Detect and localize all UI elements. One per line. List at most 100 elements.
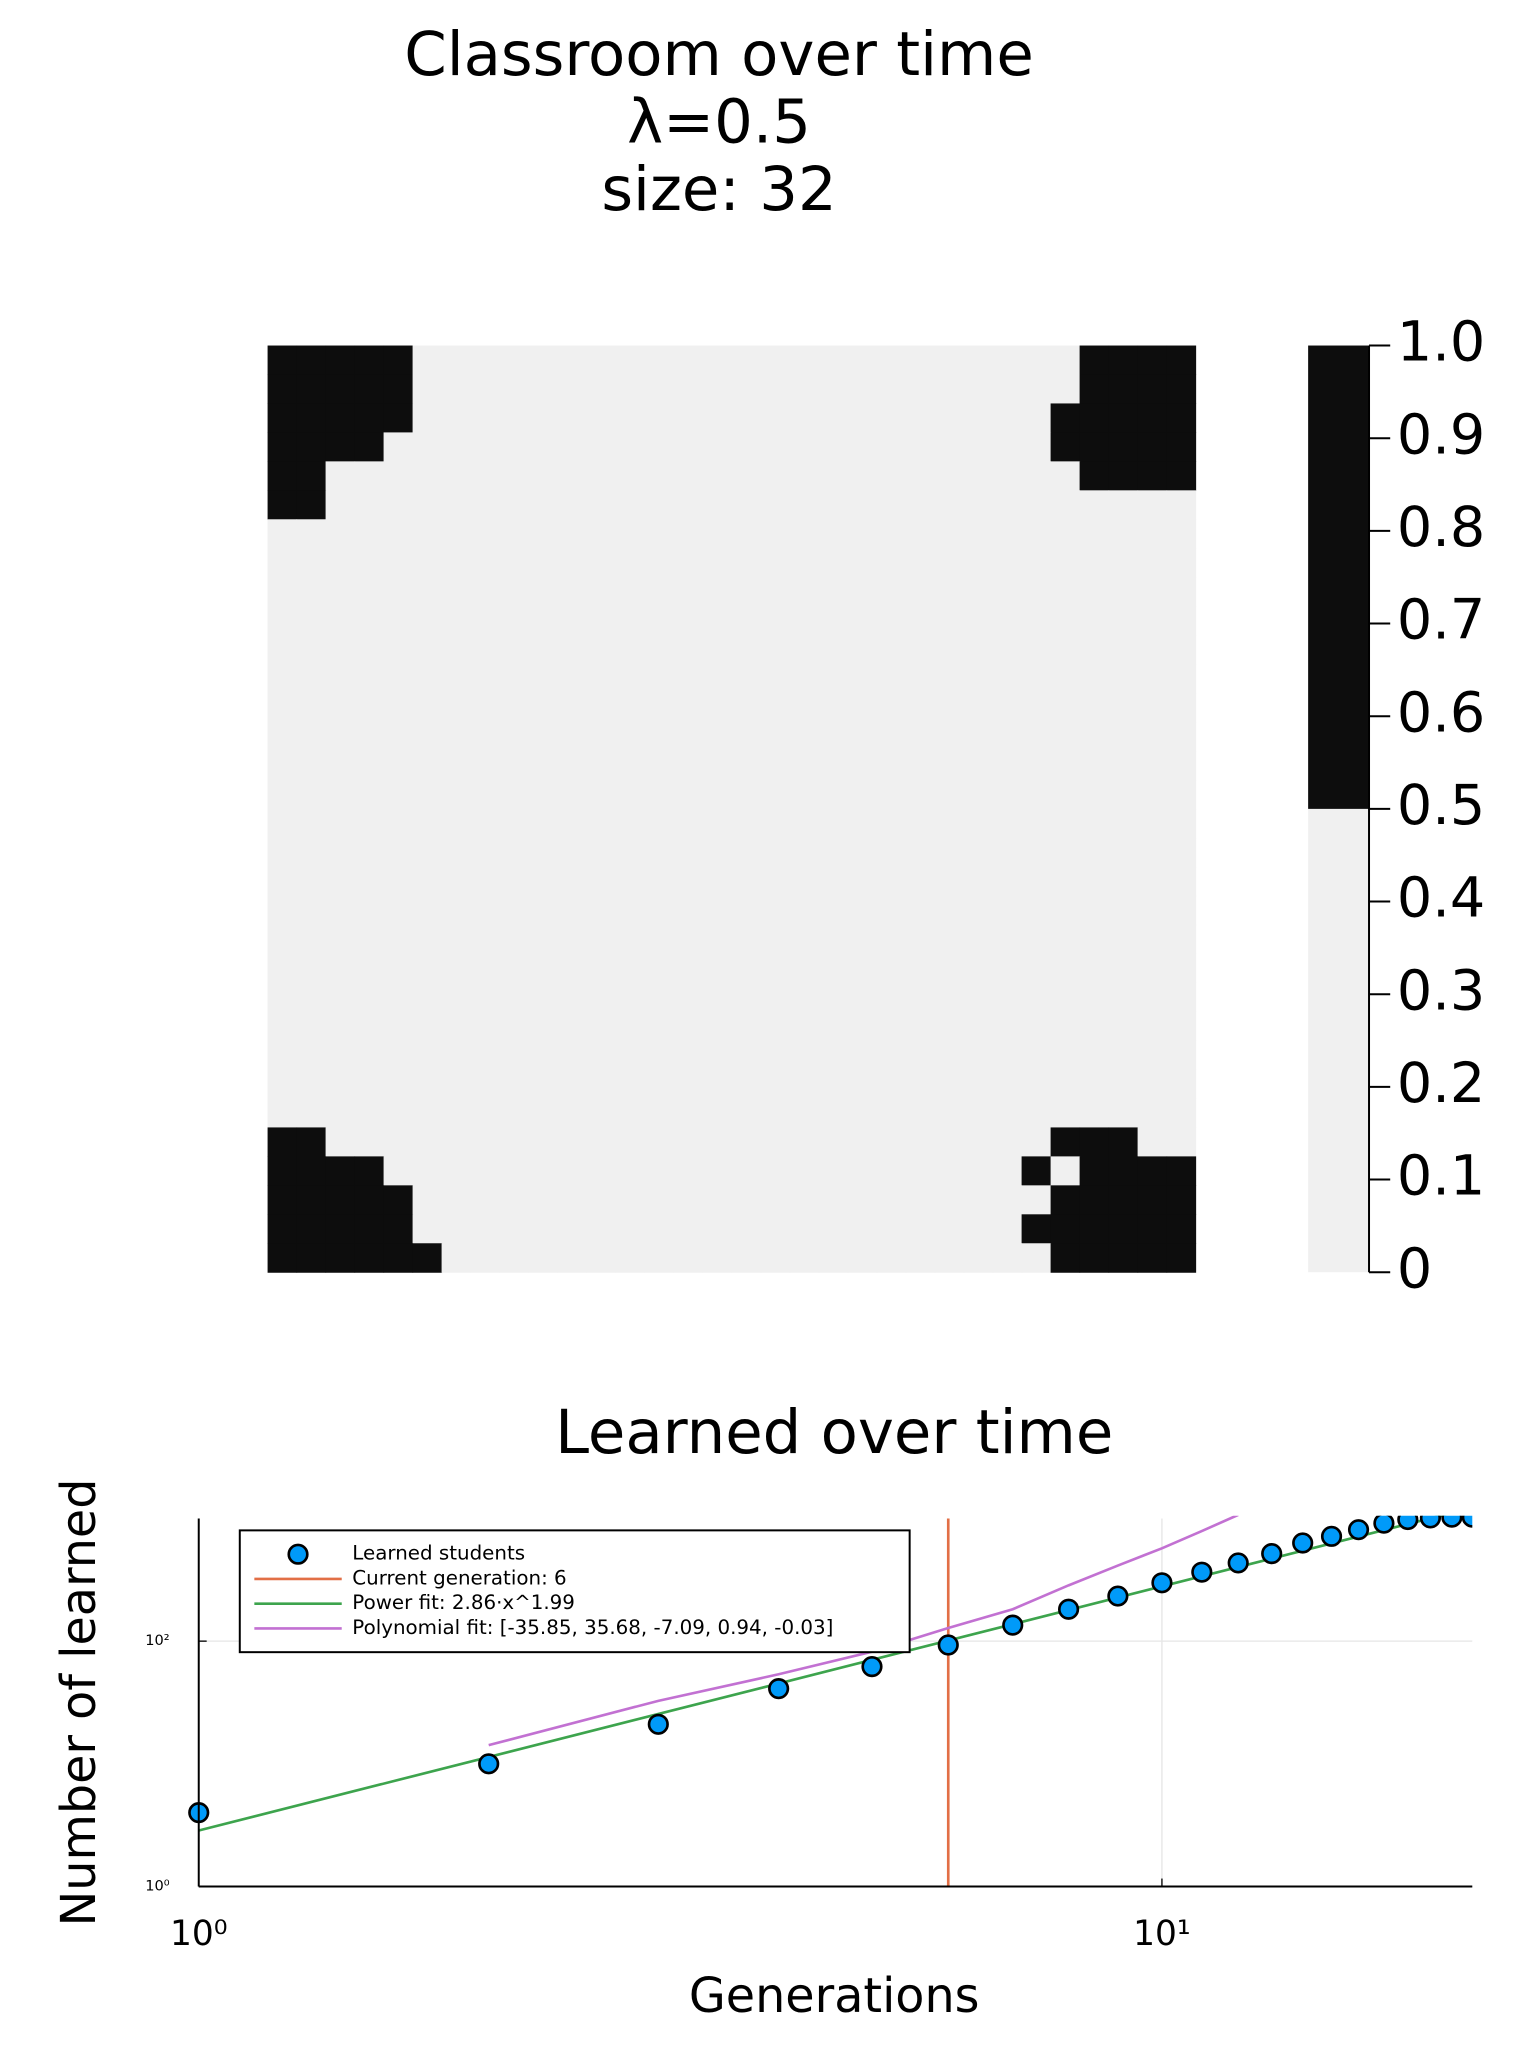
heatmap-cell <box>731 664 762 694</box>
heatmap-cell <box>905 1098 936 1128</box>
heatmap-cell <box>760 1011 791 1042</box>
heatmap-cell <box>731 1127 762 1157</box>
heatmap-cell <box>963 1156 994 1186</box>
heatmap-cell <box>267 779 298 810</box>
heatmap-cell <box>1166 606 1197 636</box>
heatmap-cell <box>586 635 617 665</box>
heatmap-cell <box>586 924 617 955</box>
heatmap-cell <box>1137 982 1168 1013</box>
legend-label: Power fit: 2.86·x^1.99 <box>352 1591 575 1614</box>
heatmap-cell <box>412 374 443 404</box>
heatmap-cell <box>586 374 617 404</box>
heatmap-cell <box>325 1069 356 1099</box>
heatmap-cell <box>528 750 559 781</box>
heatmap-cell <box>354 1040 385 1071</box>
heatmap-cell <box>441 403 472 433</box>
heatmap-cell <box>441 721 472 752</box>
heatmap-cell <box>1021 490 1052 520</box>
heatmap-cell <box>644 461 675 491</box>
heatmap-cell <box>847 374 878 404</box>
heatmap-cell <box>528 924 559 955</box>
heatmap-cell <box>644 924 675 955</box>
heatmap-cell <box>557 606 588 636</box>
heatmap-cell <box>557 808 588 839</box>
heatmap-cell <box>905 432 936 462</box>
heatmap-cell <box>992 1214 1023 1244</box>
heatmap-cell <box>470 461 501 491</box>
heatmap-cell <box>296 1185 327 1215</box>
heatmap-cell <box>354 1127 385 1157</box>
heatmap-cell <box>1108 461 1139 491</box>
heatmap-cell <box>644 982 675 1013</box>
heatmap-cell <box>702 895 733 926</box>
heatmap-cell <box>818 808 849 839</box>
heatmap-cell <box>557 461 588 491</box>
heatmap-cell <box>412 635 443 665</box>
heatmap-cell <box>441 1040 472 1071</box>
heatmap-cell <box>644 837 675 868</box>
heatmap-cell <box>441 432 472 462</box>
heatmap-cell <box>1079 837 1110 868</box>
heatmap-cell <box>557 924 588 955</box>
heatmap-cell <box>789 548 820 578</box>
chart-title: size: 32 <box>601 154 836 225</box>
heatmap-cell <box>673 953 704 984</box>
heatmap-cell <box>818 982 849 1013</box>
heatmap-cell <box>325 432 356 462</box>
heatmap-cell <box>1079 808 1110 839</box>
heatmap-cell <box>963 924 994 955</box>
heatmap-cell <box>760 345 791 376</box>
heatmap-cell <box>1137 577 1168 607</box>
heatmap-cell <box>876 1243 907 1273</box>
heatmap-cell <box>1079 548 1110 578</box>
heatmap-cell <box>296 403 327 433</box>
heatmap-cell <box>1166 490 1197 520</box>
heatmap-cell <box>702 548 733 578</box>
heatmap-cell <box>905 374 936 404</box>
heatmap-cell <box>905 982 936 1013</box>
heatmap-cell <box>586 1040 617 1071</box>
heatmap-cell <box>557 432 588 462</box>
heatmap-cell <box>383 635 414 665</box>
heatmap-cell <box>528 606 559 636</box>
data-point <box>1441 1515 1463 1528</box>
heatmap-cell <box>644 374 675 404</box>
heatmap-cell <box>702 866 733 897</box>
heatmap-cell <box>789 1214 820 1244</box>
heatmap-cell <box>731 1243 762 1273</box>
heatmap-cell <box>1137 1040 1168 1071</box>
heatmap-cell <box>673 1243 704 1273</box>
heatmap-cell <box>673 403 704 433</box>
heatmap-cell <box>1050 953 1081 984</box>
heatmap-cell <box>905 721 936 752</box>
heatmap-cell <box>905 461 936 491</box>
heatmap-cell <box>789 721 820 752</box>
heatmap-cell <box>934 866 965 897</box>
heatmap-cell <box>934 953 965 984</box>
heatmap-cell <box>644 1185 675 1215</box>
heatmap-cell <box>963 1243 994 1273</box>
heatmap-cell <box>1050 693 1081 723</box>
data-point <box>1261 1543 1283 1565</box>
heatmap-cell <box>586 345 617 376</box>
data-point <box>1347 1519 1370 1541</box>
heatmap-cell <box>847 664 878 694</box>
heatmap-cell <box>557 982 588 1013</box>
heatmap-cell <box>470 895 501 926</box>
heatmap-cell <box>615 403 646 433</box>
heatmap-cell <box>673 693 704 723</box>
heatmap-cell <box>702 1185 733 1215</box>
heatmap-cell <box>499 779 530 810</box>
heatmap-cell <box>673 866 704 897</box>
heatmap-cell <box>1021 750 1052 781</box>
heatmap-cell <box>1079 866 1110 897</box>
heatmap-cell <box>586 1127 617 1157</box>
heatmap-cell <box>905 606 936 636</box>
heatmap-cell <box>789 577 820 607</box>
heatmap-cell <box>1137 1011 1168 1042</box>
heatmap-cell <box>1021 953 1052 984</box>
heatmap-cell <box>383 866 414 897</box>
heatmap-cell <box>383 374 414 404</box>
heatmap-cell <box>992 635 1023 665</box>
heatmap-cell <box>354 1156 385 1186</box>
